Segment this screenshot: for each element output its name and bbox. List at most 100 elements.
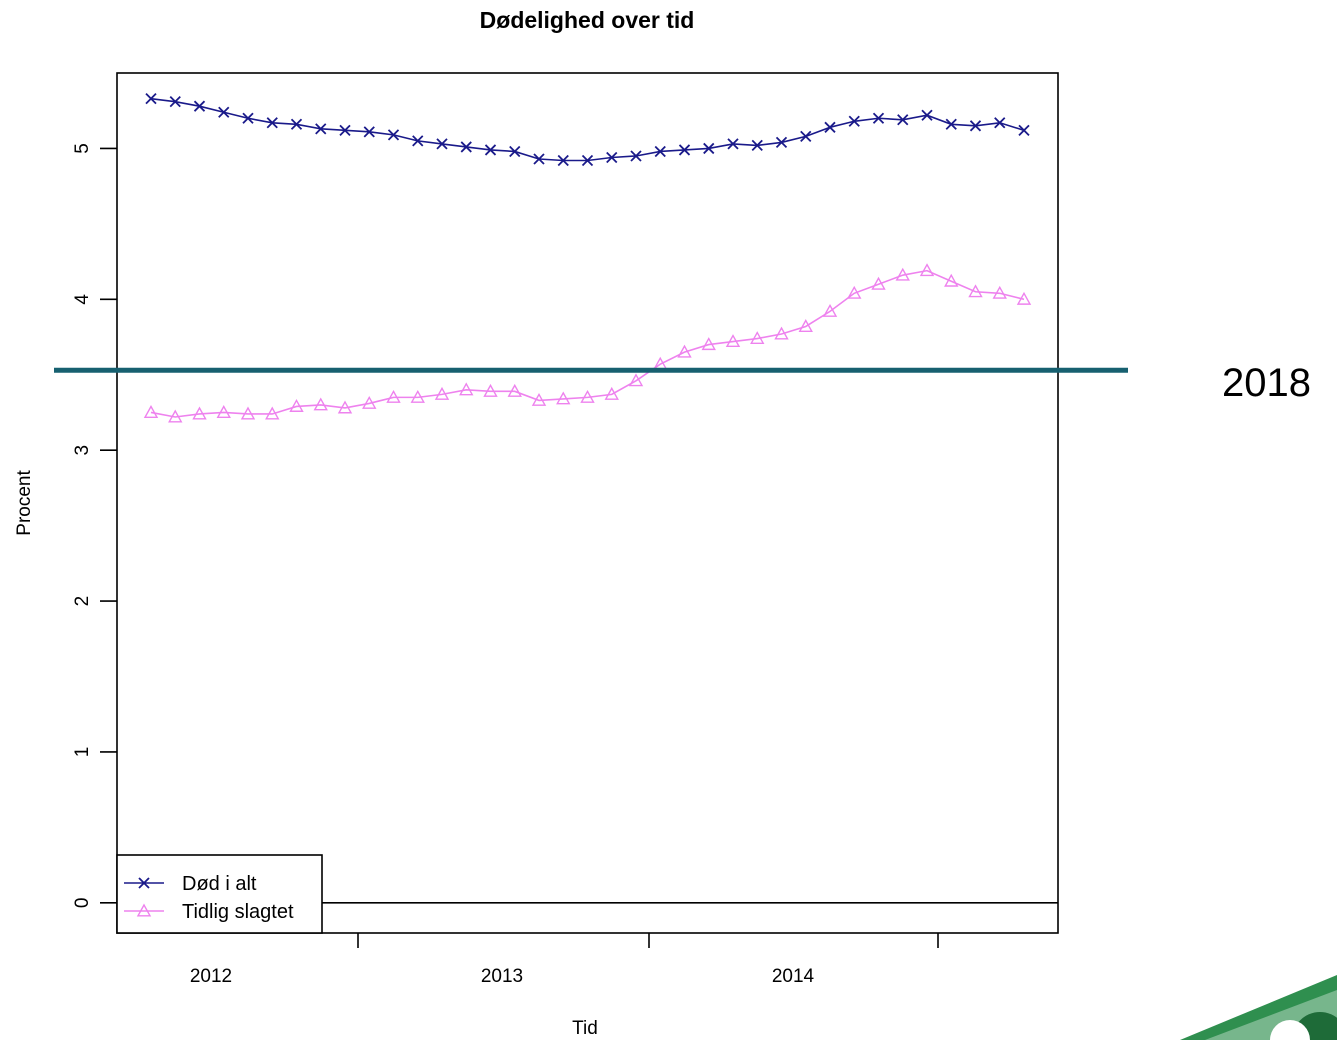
y-axis-label: Procent: [14, 470, 35, 536]
data-point: [412, 135, 424, 147]
y-tick-label: 3: [72, 445, 93, 456]
series-layer: [143, 93, 1032, 423]
data-point: [459, 382, 474, 396]
x-axis-label: Tid: [572, 1018, 598, 1039]
data-point: [313, 397, 328, 411]
data-point: [460, 141, 472, 153]
data-point: [410, 389, 425, 403]
chart-title: Dødelighed over tid: [480, 7, 695, 33]
data-point: [315, 123, 327, 135]
data-point: [630, 150, 642, 162]
data-point: [872, 112, 885, 124]
data-point: [824, 121, 836, 133]
data-point: [919, 263, 935, 277]
data-point: [895, 267, 910, 281]
series-tidlig-slagtet: [143, 263, 1032, 423]
data-point: [727, 138, 739, 150]
data-point: [897, 114, 909, 126]
data-point: [289, 398, 304, 412]
data-point: [339, 124, 351, 136]
data-point: [703, 142, 715, 155]
annotation-2018: 2018: [1222, 361, 1311, 405]
data-point: [387, 129, 400, 141]
data-point: [143, 405, 159, 418]
data-point: [848, 115, 860, 127]
data-point: [628, 373, 644, 387]
data-point: [556, 391, 571, 405]
data-point: [945, 118, 957, 130]
data-point: [968, 284, 983, 298]
x-tick-label: 2012: [190, 966, 232, 987]
data-point: [604, 386, 619, 400]
data-point: [265, 406, 280, 420]
data-point: [725, 334, 741, 348]
data-point: [750, 331, 765, 345]
data-point: [363, 126, 375, 138]
data-point: [145, 93, 157, 105]
data-point: [944, 273, 959, 287]
data-point: [992, 285, 1007, 299]
legend-label: Død i alt: [182, 873, 257, 895]
legend-label: Tidlig slagtet: [182, 901, 294, 923]
data-point: [994, 117, 1006, 129]
legend-box: [116, 854, 323, 934]
data-point: [168, 409, 183, 423]
series-line: [150, 269, 1025, 418]
data-point: [216, 405, 231, 418]
y-tick-label: 5: [72, 143, 93, 154]
data-point: [218, 106, 230, 118]
data-point: [654, 145, 666, 158]
data-point: [775, 136, 788, 149]
data-point: [871, 276, 886, 290]
data-point: [800, 130, 812, 143]
data-point: [774, 326, 789, 340]
x-tick-label: 2013: [481, 966, 523, 987]
data-point: [484, 144, 497, 156]
data-point: [751, 139, 763, 152]
data-point: [290, 118, 303, 130]
data-point: [581, 154, 594, 167]
legend-marker: [136, 903, 152, 917]
data-point: [362, 395, 377, 409]
data-point: [193, 100, 206, 112]
plot-area: [116, 72, 1059, 934]
data-point: [240, 406, 256, 420]
legend-marker: [138, 877, 150, 889]
data-point: [386, 389, 401, 403]
data-point: [921, 109, 933, 121]
logo: [1180, 975, 1337, 1040]
data-point: [509, 145, 521, 158]
data-point: [1016, 291, 1032, 305]
y-tick-label: 2: [72, 596, 93, 607]
data-point: [337, 400, 353, 414]
data-point: [969, 120, 982, 132]
y-tick-label: 0: [72, 898, 93, 909]
data-point: [531, 392, 547, 406]
data-point: [436, 138, 448, 150]
data-point: [701, 337, 716, 351]
data-point: [678, 144, 691, 156]
data-point: [677, 344, 692, 358]
data-point: [847, 285, 862, 299]
series-dod-i-alt: [145, 93, 1030, 167]
legend: Død i alt Tidlig slagtet: [116, 854, 323, 934]
data-point: [192, 406, 207, 420]
data-point: [169, 96, 181, 108]
data-point: [483, 383, 498, 397]
data-point: [798, 319, 813, 332]
series-line: [150, 97, 1025, 162]
data-point: [434, 386, 450, 400]
data-point: [606, 151, 618, 164]
data-point: [507, 383, 522, 397]
data-point: [822, 303, 838, 317]
data-point: [580, 389, 595, 403]
x-tick-label: 2014: [772, 966, 815, 987]
y-tick-label: 1: [72, 747, 93, 758]
x-axis: 2012 2013 2014: [190, 933, 939, 987]
y-tick-label: 4: [72, 294, 93, 305]
data-point: [1018, 124, 1030, 136]
data-point: [242, 112, 254, 124]
data-point: [266, 117, 278, 129]
y-axis: 0 1 2 3 4 5: [72, 143, 117, 908]
